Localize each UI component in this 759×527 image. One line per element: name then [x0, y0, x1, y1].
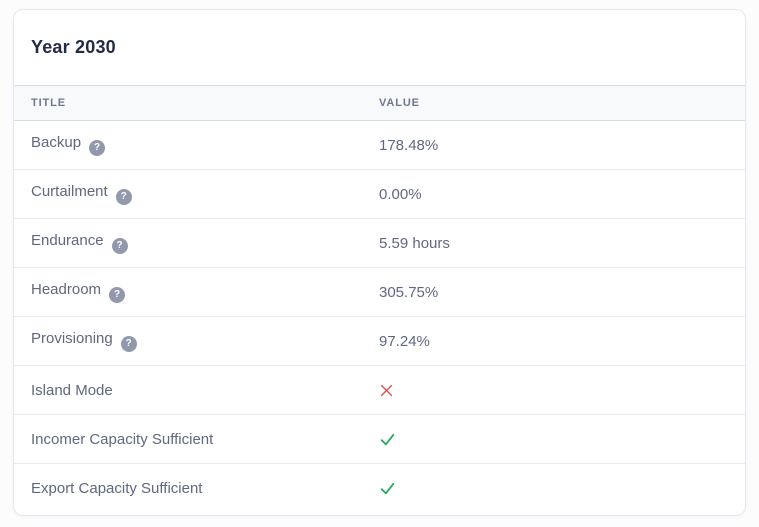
- value-cell: [379, 365, 745, 415]
- table-row: Provisioning? 97.24%: [14, 316, 745, 366]
- table-header-row: TITLE VALUE: [14, 85, 745, 121]
- title-cell: Export Capacity Sufficient: [14, 464, 379, 513]
- table-body: Backup? 178.48% Curtailment? 0.00% Endur…: [14, 120, 745, 513]
- value-cell: 5.59 hours: [379, 218, 745, 268]
- card-title: Year 2030: [31, 37, 116, 57]
- title-cell: Headroom?: [14, 267, 379, 317]
- help-icon[interactable]: ?: [89, 140, 106, 156]
- value-cell: 0.00%: [379, 169, 745, 219]
- title-cell: Provisioning?: [14, 316, 379, 366]
- row-title: Incomer Capacity Sufficient: [31, 430, 214, 448]
- help-icon[interactable]: ?: [120, 336, 137, 352]
- table-row: Incomer Capacity Sufficient: [14, 414, 745, 464]
- results-card: Year 2030 TITLE VALUE Backup? 178.48% Cu…: [13, 9, 746, 516]
- row-title: Backup: [31, 134, 82, 151]
- value-cell: 97.24%: [379, 316, 745, 366]
- row-value: 5.59 hours: [379, 234, 450, 252]
- column-header-value: VALUE: [379, 85, 745, 121]
- help-icon[interactable]: ?: [115, 189, 132, 205]
- help-icon[interactable]: ?: [111, 238, 128, 254]
- cross-icon: [380, 385, 393, 397]
- table-header: TITLE VALUE: [14, 85, 745, 121]
- help-icon[interactable]: ?: [109, 287, 126, 303]
- row-value: 305.75%: [379, 283, 439, 301]
- title-cell: Curtailment?: [14, 169, 379, 219]
- title-cell: Endurance?: [14, 218, 379, 268]
- check-icon: [380, 433, 395, 446]
- table-row: Headroom? 305.75%: [14, 267, 745, 317]
- title-cell: Backup?: [14, 120, 379, 170]
- title-cell: Island Mode: [14, 365, 379, 415]
- card-header: Year 2030: [14, 10, 745, 85]
- row-value: 97.24%: [379, 332, 430, 350]
- value-cell: [379, 464, 745, 513]
- row-title: Provisioning: [31, 330, 113, 347]
- value-cell: 178.48%: [379, 120, 745, 170]
- row-title: Endurance: [31, 232, 104, 249]
- row-value: 0.00%: [379, 185, 422, 203]
- row-value: 178.48%: [379, 136, 439, 154]
- row-title: Island Mode: [31, 381, 113, 399]
- results-table: TITLE VALUE Backup? 178.48% Curtailment?…: [14, 85, 745, 513]
- table-row: Endurance? 5.59 hours: [14, 218, 745, 268]
- check-icon: [380, 482, 395, 495]
- title-cell: Incomer Capacity Sufficient: [14, 414, 379, 464]
- row-title: Export Capacity Sufficient: [31, 479, 203, 497]
- value-cell: [379, 414, 745, 464]
- table-row: Backup? 178.48%: [14, 120, 745, 170]
- table-row: Export Capacity Sufficient: [14, 464, 745, 513]
- value-cell: 305.75%: [379, 267, 745, 317]
- row-title: Curtailment: [31, 183, 108, 200]
- table-row: Island Mode: [14, 365, 745, 415]
- row-title: Headroom: [31, 281, 102, 298]
- column-header-title: TITLE: [14, 85, 379, 121]
- table-row: Curtailment? 0.00%: [14, 169, 745, 219]
